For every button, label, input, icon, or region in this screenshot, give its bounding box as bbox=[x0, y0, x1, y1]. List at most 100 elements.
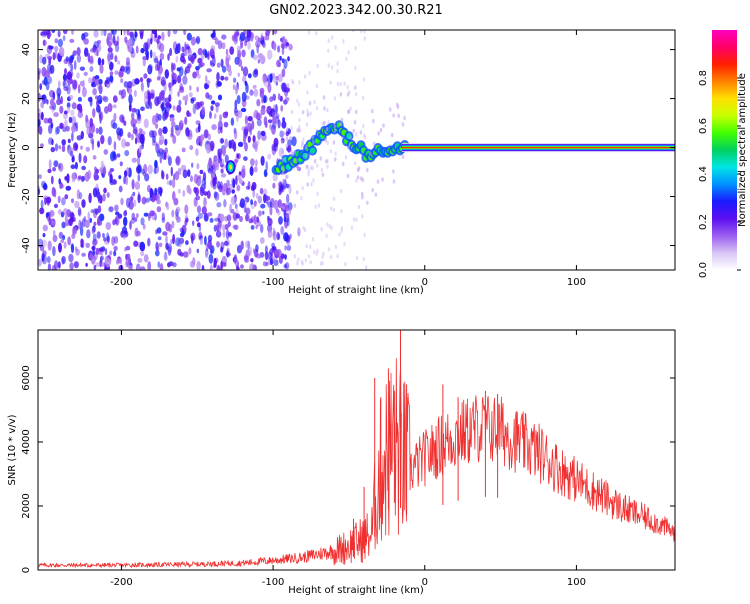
noise-speckle bbox=[320, 227, 323, 232]
noise-speckle bbox=[240, 240, 244, 250]
figure-title: GN02.2023.342.00.30.R21 bbox=[269, 3, 443, 18]
noise-speckle bbox=[109, 61, 114, 71]
noise-speckle bbox=[107, 47, 113, 53]
noise-speckle bbox=[249, 89, 254, 96]
noise-speckle bbox=[374, 192, 378, 197]
noise-speckle bbox=[67, 138, 71, 144]
noise-speckle bbox=[259, 87, 265, 94]
noise-speckle bbox=[170, 166, 173, 177]
noise-speckle bbox=[191, 162, 194, 168]
noise-speckle bbox=[187, 48, 193, 58]
noise-speckle bbox=[71, 132, 74, 142]
noise-speckle bbox=[308, 101, 312, 106]
noise-speckle bbox=[103, 149, 109, 155]
noise-speckle bbox=[260, 130, 266, 137]
noise-speckle bbox=[182, 169, 188, 179]
noise-speckle bbox=[283, 58, 288, 69]
noise-speckle bbox=[97, 94, 103, 105]
signal-blob bbox=[229, 164, 233, 170]
noise-speckle bbox=[235, 84, 238, 95]
noise-speckle bbox=[314, 204, 317, 210]
noise-speckle bbox=[142, 55, 148, 61]
noise-speckle bbox=[307, 254, 311, 259]
noise-speckle bbox=[89, 217, 92, 224]
noise-speckle bbox=[50, 175, 54, 185]
noise-speckle bbox=[53, 160, 59, 168]
noise-speckle bbox=[343, 241, 346, 247]
noise-speckle bbox=[89, 66, 94, 72]
noise-speckle bbox=[284, 254, 287, 260]
noise-speckle bbox=[206, 68, 212, 73]
noise-speckle bbox=[204, 82, 208, 90]
noise-speckle bbox=[184, 204, 189, 215]
noise-speckle bbox=[225, 54, 231, 62]
noise-speckle bbox=[401, 154, 405, 160]
noise-speckle bbox=[164, 102, 171, 107]
y-tick-label: -20 bbox=[21, 188, 32, 204]
spectrogram-ylabel: Frequency (Hz) bbox=[7, 112, 18, 188]
noise-speckle bbox=[143, 212, 149, 217]
noise-speckle bbox=[93, 171, 98, 181]
noise-speckle bbox=[305, 243, 308, 249]
noise-speckle bbox=[71, 102, 77, 110]
noise-speckle bbox=[64, 194, 69, 200]
noise-speckle bbox=[70, 150, 73, 158]
noise-speckle bbox=[197, 212, 203, 219]
noise-speckle bbox=[353, 85, 357, 91]
noise-speckle bbox=[149, 187, 154, 198]
noise-speckle bbox=[217, 148, 223, 156]
noise-speckle bbox=[340, 188, 343, 194]
noise-speckle bbox=[260, 32, 264, 41]
noise-speckle bbox=[81, 87, 87, 98]
noise-speckle bbox=[125, 245, 131, 251]
noise-speckle bbox=[68, 116, 73, 124]
noise-speckle bbox=[214, 155, 218, 161]
noise-speckle bbox=[123, 216, 128, 227]
noise-speckle bbox=[237, 110, 243, 119]
noise-speckle bbox=[325, 159, 328, 164]
noise-speckle bbox=[125, 66, 131, 75]
noise-speckle bbox=[221, 42, 226, 50]
noise-speckle bbox=[306, 90, 309, 95]
noise-speckle bbox=[316, 191, 319, 196]
noise-speckle bbox=[112, 151, 117, 160]
noise-speckle bbox=[100, 160, 104, 167]
noise-speckle bbox=[185, 94, 189, 102]
noise-speckle bbox=[98, 213, 105, 222]
noise-speckle bbox=[58, 178, 61, 185]
noise-speckle bbox=[309, 165, 313, 170]
noise-speckle bbox=[273, 201, 278, 209]
noise-speckle bbox=[76, 189, 81, 200]
noise-speckle bbox=[119, 257, 123, 265]
noise-speckle bbox=[128, 44, 132, 53]
noise-speckle bbox=[42, 56, 47, 65]
noise-speckle bbox=[329, 80, 332, 85]
noise-speckle bbox=[182, 75, 188, 85]
noise-speckle bbox=[253, 113, 256, 118]
noise-speckle bbox=[125, 176, 129, 186]
noise-speckle bbox=[71, 156, 75, 163]
noise-speckle bbox=[46, 30, 51, 40]
noise-speckle bbox=[350, 225, 354, 230]
noise-speckle bbox=[100, 135, 105, 145]
noise-speckle bbox=[339, 82, 342, 87]
noise-speckle bbox=[332, 207, 336, 212]
noise-speckle bbox=[342, 39, 345, 44]
noise-speckle bbox=[94, 75, 100, 80]
noise-speckle bbox=[199, 62, 205, 67]
noise-speckle bbox=[108, 206, 114, 213]
noise-speckle bbox=[226, 187, 232, 195]
noise-speckle bbox=[363, 232, 366, 238]
noise-speckle bbox=[220, 75, 225, 81]
noise-speckle bbox=[352, 128, 356, 134]
noise-speckle bbox=[344, 262, 347, 267]
noise-speckle bbox=[53, 203, 59, 209]
noise-speckle bbox=[65, 56, 70, 62]
noise-speckle bbox=[157, 113, 162, 121]
noise-speckle bbox=[263, 116, 268, 126]
noise-speckle bbox=[38, 125, 43, 135]
noise-speckle bbox=[78, 152, 82, 163]
noise-speckle bbox=[123, 30, 126, 36]
noise-speckle bbox=[233, 129, 238, 140]
